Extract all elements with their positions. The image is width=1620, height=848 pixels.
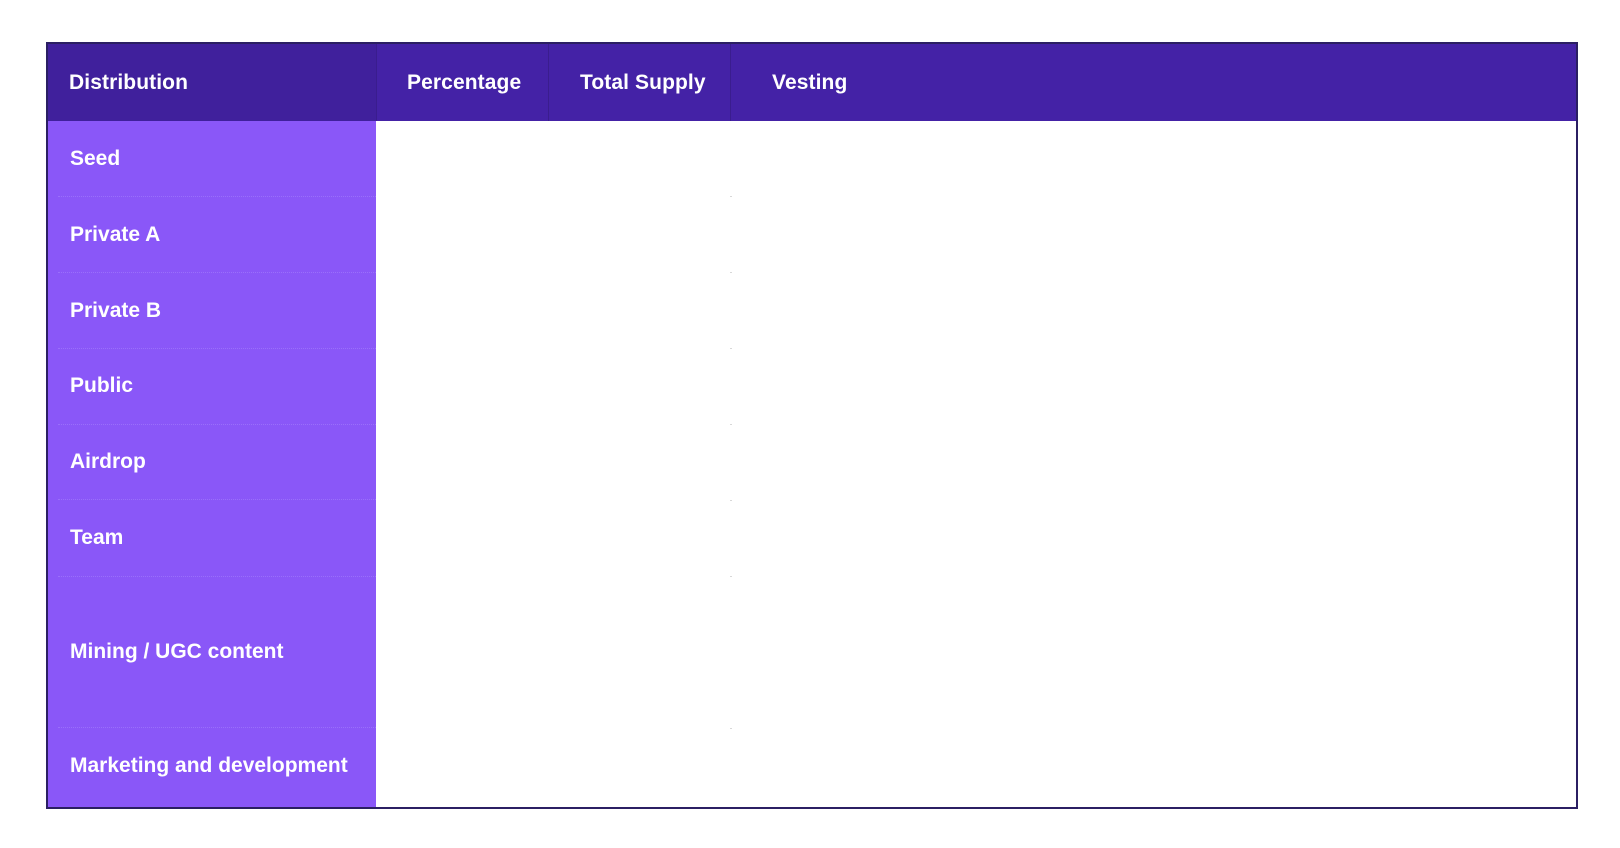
row-label-marketing-and-development: Marketing and development bbox=[70, 754, 348, 777]
header-percentage: Percentage bbox=[407, 71, 522, 94]
distribution-header-cell bbox=[48, 44, 376, 121]
row-separator bbox=[58, 576, 376, 577]
row-divider-mark bbox=[730, 348, 732, 349]
row-label-public: Public bbox=[70, 374, 134, 397]
row-label-seed: Seed bbox=[70, 147, 121, 170]
row-label-team: Team bbox=[70, 526, 124, 549]
row-label-private-a: Private A bbox=[70, 223, 161, 246]
row-separator bbox=[58, 424, 376, 425]
row-separator bbox=[58, 727, 376, 728]
header-vesting: Vesting bbox=[772, 71, 848, 94]
row-separator bbox=[58, 348, 376, 349]
header-divider bbox=[548, 44, 549, 121]
row-separator bbox=[58, 499, 376, 500]
token-distribution-table: Distribution Percentage Total Supply Ves… bbox=[46, 42, 1578, 809]
row-separator bbox=[58, 272, 376, 273]
row-label-airdrop: Airdrop bbox=[70, 450, 146, 473]
row-divider-mark bbox=[730, 272, 732, 273]
row-divider-mark bbox=[730, 500, 732, 501]
row-divider-mark bbox=[730, 424, 732, 425]
table-header-row: Distribution Percentage Total Supply Ves… bbox=[48, 44, 1576, 121]
distribution-label-column: Seed Private A Private B Public Airdrop … bbox=[48, 121, 376, 807]
row-label-mining-ugc-content: Mining / UGC content bbox=[70, 640, 284, 663]
header-distribution: Distribution bbox=[69, 71, 189, 94]
row-divider-mark bbox=[730, 576, 732, 577]
row-separator bbox=[58, 196, 376, 197]
row-divider-mark bbox=[730, 728, 732, 729]
row-label-private-b: Private B bbox=[70, 299, 162, 322]
header-divider bbox=[376, 44, 377, 121]
row-divider-mark bbox=[730, 196, 732, 197]
header-total-supply: Total Supply bbox=[580, 71, 706, 94]
header-divider bbox=[730, 44, 731, 121]
